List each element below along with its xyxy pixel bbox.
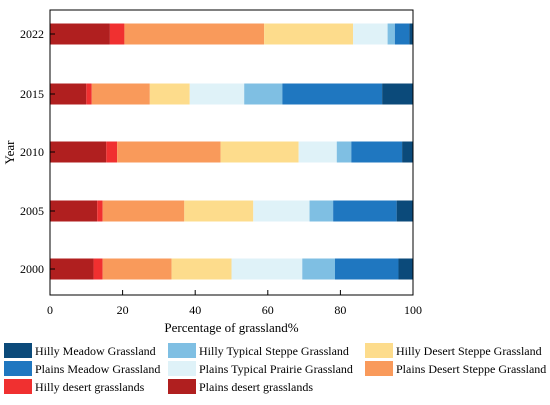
legend: Hilly Meadow Grassland Hilly Typical Step… — [4, 343, 546, 394]
axes-layer: 0 20 40 60 80 100 2000 2005 2010 2015 2022 — [20, 9, 422, 317]
legend-swatch — [168, 379, 196, 394]
bar-segment-2010-3 — [220, 141, 299, 163]
bar-segment-2000-4 — [231, 258, 303, 280]
legend-label: Hilly Meadow Grassland — [35, 344, 156, 358]
bar-segment-2005-3 — [184, 200, 254, 222]
bar-segment-2005-0 — [50, 200, 98, 222]
legend-swatch — [4, 343, 32, 358]
bar-segment-2000-3 — [171, 258, 232, 280]
legend-label: Hilly Desert Steppe Grassland — [396, 344, 542, 358]
legend-swatch — [4, 361, 32, 376]
x-tick-label: 40 — [189, 303, 201, 317]
x-axis-label: Percentage of grassland% — [164, 320, 298, 335]
bar-segment-2000-7 — [398, 258, 413, 280]
legend-swatch — [365, 343, 393, 358]
y-axis-label: Year — [2, 140, 17, 165]
legend-label: Hilly desert grasslands — [35, 380, 145, 394]
y-tick-label: 2005 — [20, 204, 44, 218]
bar-segment-2005-4 — [253, 200, 310, 222]
bar-segment-2000-1 — [93, 258, 103, 280]
bar-segment-2015-6 — [282, 83, 383, 105]
bar-segment-2010-5 — [336, 141, 352, 163]
y-tick-label: 2010 — [20, 145, 44, 159]
bar-segment-2005-1 — [97, 200, 103, 222]
bar-segment-2005-5 — [309, 200, 334, 222]
x-tick-label: 0 — [47, 303, 53, 317]
x-tick-label: 100 — [404, 303, 422, 317]
legend-label: Plains desert grasslands — [199, 380, 313, 394]
bar-segment-2015-0 — [50, 83, 87, 105]
bar-segment-2000-6 — [334, 258, 399, 280]
bar-segment-2005-7 — [396, 200, 413, 222]
x-tick-label: 60 — [262, 303, 274, 317]
bar-segment-2010-4 — [298, 141, 337, 163]
y-tick-label: 2015 — [20, 87, 44, 101]
legend-label: Plains Typical Prairie Grassland — [199, 362, 353, 376]
bar-segment-2010-6 — [351, 141, 403, 163]
bar-segment-2010-1 — [106, 141, 118, 163]
y-tick-label: 2000 — [20, 262, 44, 276]
legend-swatch — [4, 379, 32, 394]
bar-segment-2005-2 — [102, 200, 185, 222]
legend-swatch — [168, 361, 196, 376]
bar-segment-2015-1 — [86, 83, 92, 105]
legend-label: Plains Desert Steppe Grassland — [396, 362, 546, 376]
legend-swatch — [168, 343, 196, 358]
bar-segment-2000-5 — [302, 258, 335, 280]
bar-segment-2010-7 — [402, 141, 413, 163]
legend-label: Hilly Typical Steppe Grassland — [199, 344, 349, 358]
bars-layer — [50, 23, 413, 280]
x-tick-label: 20 — [117, 303, 129, 317]
bar-segment-2022-6 — [394, 23, 410, 45]
bar-segment-2015-7 — [382, 83, 413, 105]
bar-segment-2005-6 — [333, 200, 397, 222]
bar-segment-2022-2 — [124, 23, 265, 45]
legend-swatch — [365, 361, 393, 376]
bar-segment-2022-1 — [109, 23, 125, 45]
bar-segment-2015-4 — [189, 83, 245, 105]
bar-segment-2022-3 — [264, 23, 354, 45]
bar-segment-2022-7 — [409, 23, 413, 45]
bar-segment-2010-0 — [50, 141, 107, 163]
bar-segment-2015-2 — [91, 83, 150, 105]
bar-segment-2015-5 — [244, 83, 283, 105]
y-tick-label: 2022 — [20, 27, 44, 41]
bar-segment-2000-0 — [50, 258, 94, 280]
legend-label: Plains Meadow Grassland — [35, 362, 160, 376]
bar-segment-2010-2 — [117, 141, 221, 163]
bar-segment-2022-0 — [50, 23, 110, 45]
x-tick-label: 80 — [334, 303, 346, 317]
bar-segment-2022-5 — [387, 23, 395, 45]
bar-segment-2000-2 — [102, 258, 172, 280]
bar-segment-2015-3 — [149, 83, 190, 105]
bar-segment-2022-4 — [353, 23, 388, 45]
